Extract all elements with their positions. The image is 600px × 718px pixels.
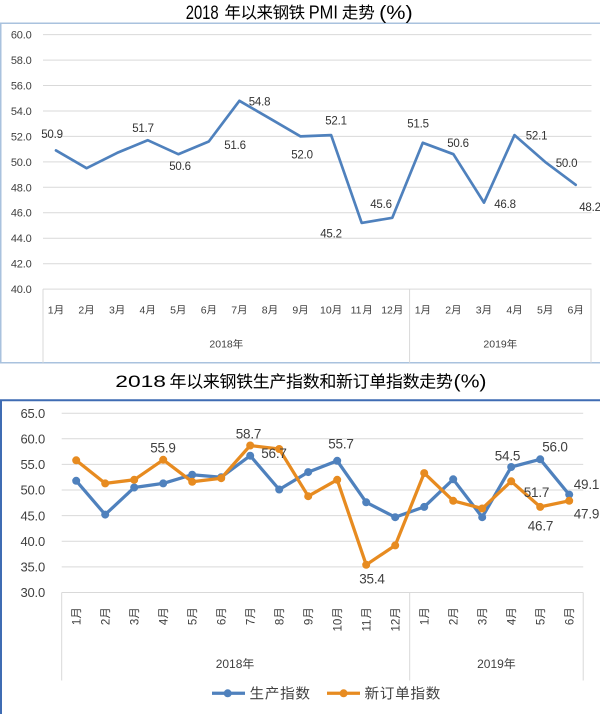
svg-text:7: 7 xyxy=(245,619,257,625)
svg-text:11: 11 xyxy=(361,620,373,632)
svg-text:50.6: 50.6 xyxy=(447,138,469,150)
svg-text:52.1: 52.1 xyxy=(526,130,548,142)
svg-text:55.0: 55.0 xyxy=(20,457,45,472)
svg-text:45.0: 45.0 xyxy=(20,508,45,523)
svg-text:2018: 2018 xyxy=(186,3,219,24)
svg-text:52.0: 52.0 xyxy=(11,131,32,143)
svg-text:9: 9 xyxy=(303,619,315,625)
svg-text:2: 2 xyxy=(448,619,460,625)
svg-text:52.1: 52.1 xyxy=(325,116,347,128)
svg-text:55.9: 55.9 xyxy=(150,440,175,455)
svg-text:56.0: 56.0 xyxy=(542,439,567,454)
svg-text:1: 1 xyxy=(415,304,421,316)
svg-text:49.1: 49.1 xyxy=(574,477,599,492)
svg-text:51.7: 51.7 xyxy=(524,485,549,500)
svg-text:2018: 2018 xyxy=(209,339,233,351)
svg-text:60.0: 60.0 xyxy=(20,432,45,447)
svg-text:10: 10 xyxy=(320,304,332,316)
svg-text:50.6: 50.6 xyxy=(169,161,191,173)
svg-text:65.0: 65.0 xyxy=(20,406,45,421)
svg-text:5: 5 xyxy=(537,304,543,316)
svg-text:8: 8 xyxy=(274,619,286,625)
svg-text:4: 4 xyxy=(506,304,512,316)
svg-text:6: 6 xyxy=(201,304,207,316)
svg-text:3: 3 xyxy=(477,619,489,625)
svg-text:4: 4 xyxy=(158,618,170,625)
svg-text:PMI: PMI xyxy=(309,3,338,23)
svg-text:56.7: 56.7 xyxy=(261,446,286,461)
svg-text:10: 10 xyxy=(332,619,344,632)
svg-text:6: 6 xyxy=(564,619,576,625)
svg-text:1: 1 xyxy=(48,304,54,316)
svg-text:44.0: 44.0 xyxy=(11,233,32,245)
svg-text:2: 2 xyxy=(78,304,84,316)
svg-text:52.0: 52.0 xyxy=(291,150,313,162)
svg-text:11: 11 xyxy=(351,304,362,316)
svg-text:45.2: 45.2 xyxy=(320,229,342,241)
svg-text:35.4: 35.4 xyxy=(359,571,385,586)
svg-text:2018: 2018 xyxy=(115,372,166,391)
svg-text:1: 1 xyxy=(71,619,83,625)
svg-text:54.8: 54.8 xyxy=(249,97,271,109)
svg-text:2: 2 xyxy=(100,619,112,625)
svg-text:3: 3 xyxy=(129,619,141,625)
svg-text:55.7: 55.7 xyxy=(328,436,353,451)
svg-text:50.0: 50.0 xyxy=(20,483,45,498)
svg-text:50.0: 50.0 xyxy=(556,158,578,170)
svg-text:(%): (%) xyxy=(379,3,413,24)
svg-text:51.5: 51.5 xyxy=(407,119,429,131)
svg-text:42.0: 42.0 xyxy=(11,259,32,271)
svg-text:35.0: 35.0 xyxy=(20,560,45,575)
svg-text:40.0: 40.0 xyxy=(20,534,45,549)
svg-text:54.0: 54.0 xyxy=(11,106,32,118)
svg-text:2019: 2019 xyxy=(483,339,507,351)
svg-text:50.9: 50.9 xyxy=(41,129,63,141)
svg-text:1: 1 xyxy=(419,619,431,625)
svg-text:46.7: 46.7 xyxy=(528,518,553,533)
svg-text:50.0: 50.0 xyxy=(11,157,32,169)
svg-text:12: 12 xyxy=(381,304,393,316)
svg-text:5: 5 xyxy=(187,619,199,625)
svg-text:58.0: 58.0 xyxy=(11,55,32,67)
svg-text:6: 6 xyxy=(216,619,228,625)
svg-text:3: 3 xyxy=(109,304,115,316)
svg-text:7: 7 xyxy=(231,304,237,316)
svg-text:4: 4 xyxy=(140,304,146,316)
svg-text:48.2: 48.2 xyxy=(579,202,600,214)
svg-text:2019: 2019 xyxy=(477,657,504,671)
svg-text:8: 8 xyxy=(262,304,268,316)
svg-text:54.5: 54.5 xyxy=(495,448,520,463)
svg-text:(%): (%) xyxy=(454,372,487,392)
svg-text:40.0: 40.0 xyxy=(11,284,32,296)
svg-text:12: 12 xyxy=(390,619,402,632)
svg-text:46.0: 46.0 xyxy=(11,208,32,220)
svg-text:58.7: 58.7 xyxy=(236,426,261,441)
svg-text:56.0: 56.0 xyxy=(11,81,32,93)
svg-text:45.6: 45.6 xyxy=(370,199,392,211)
svg-text:9: 9 xyxy=(292,304,298,316)
svg-text:30.0: 30.0 xyxy=(20,585,45,600)
svg-text:5: 5 xyxy=(535,619,547,625)
svg-text:60.0: 60.0 xyxy=(11,30,32,42)
svg-text:2: 2 xyxy=(445,304,451,316)
svg-text:3: 3 xyxy=(476,304,482,316)
svg-text:6: 6 xyxy=(568,304,574,316)
svg-text:47.9: 47.9 xyxy=(574,506,599,521)
svg-text:2018: 2018 xyxy=(216,657,243,671)
svg-text:46.8: 46.8 xyxy=(494,199,516,211)
svg-text:4: 4 xyxy=(506,618,518,625)
svg-text:48.0: 48.0 xyxy=(11,182,32,194)
svg-text:5: 5 xyxy=(170,304,176,316)
svg-text:51.7: 51.7 xyxy=(132,123,154,135)
svg-text:51.6: 51.6 xyxy=(224,140,246,152)
